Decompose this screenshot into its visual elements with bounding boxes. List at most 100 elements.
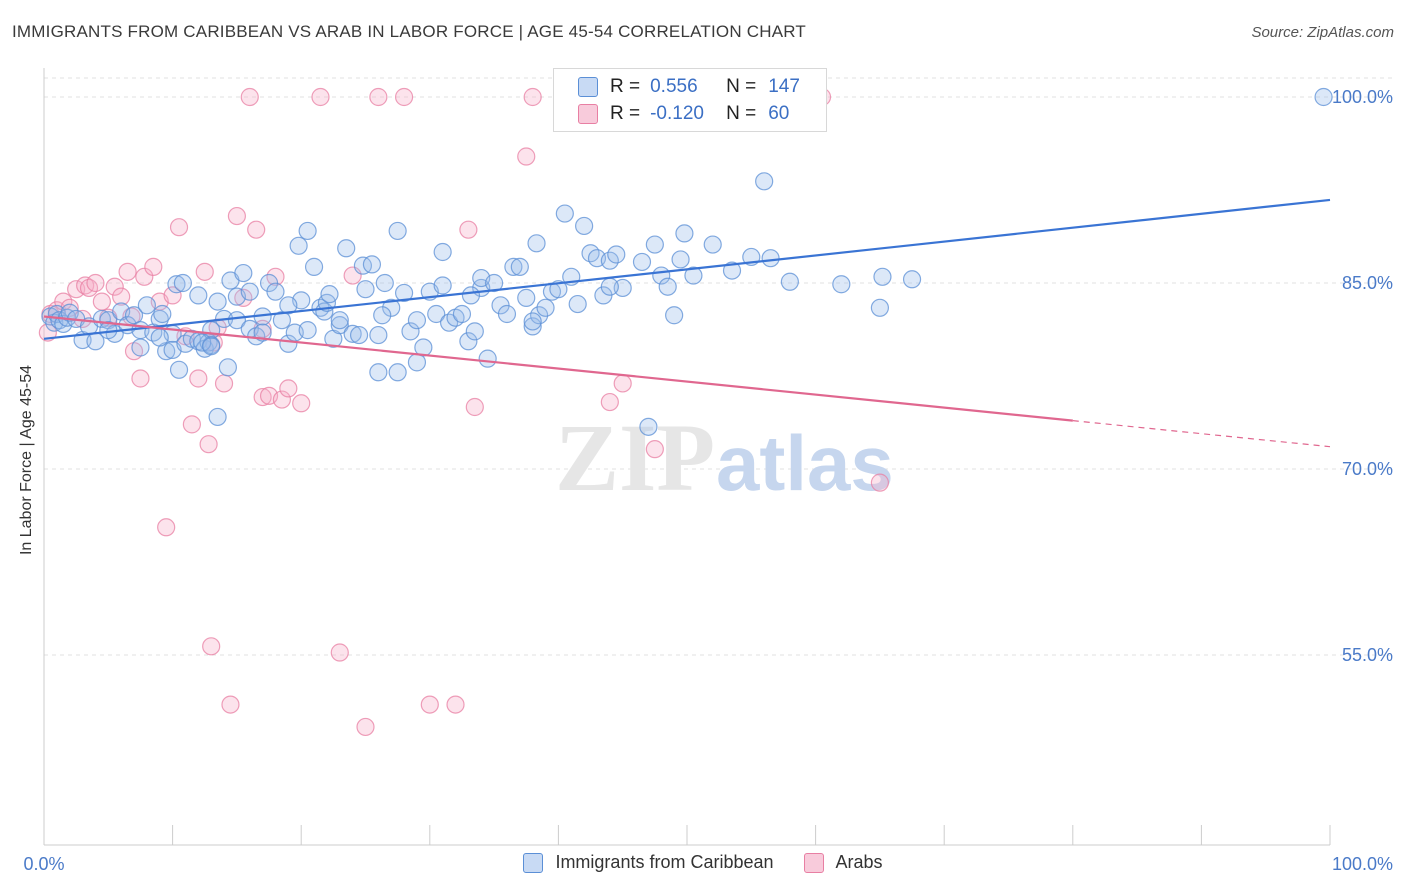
- point-caribbean: [173, 273, 192, 293]
- point-arabs: [253, 387, 272, 407]
- point-caribbean: [137, 296, 156, 315]
- point-caribbean: [722, 261, 742, 280]
- point-caribbean: [607, 245, 626, 264]
- point-caribbean: [675, 224, 694, 243]
- point-caribbean: [465, 322, 484, 341]
- point-caribbean: [279, 334, 298, 353]
- point-arabs: [465, 397, 484, 417]
- point-arabs: [86, 273, 105, 293]
- point-arabs: [645, 440, 664, 459]
- point-caribbean: [304, 257, 324, 276]
- point-caribbean: [1314, 87, 1333, 107]
- legend-row-arabs: R = -0.120 N = 60: [578, 102, 789, 126]
- point-caribbean: [645, 235, 664, 254]
- point-caribbean: [407, 311, 427, 330]
- point-arabs: [523, 87, 542, 107]
- point-arabs: [279, 379, 298, 398]
- point-caribbean: [639, 417, 658, 436]
- x-tick-label-min: 0.0%: [23, 854, 64, 874]
- watermark-atlas: atlas: [716, 419, 894, 507]
- point-caribbean: [433, 276, 452, 295]
- point-caribbean: [632, 252, 652, 272]
- point-caribbean: [870, 298, 890, 317]
- point-caribbean: [684, 266, 703, 285]
- point-caribbean: [369, 363, 388, 382]
- point-caribbean: [671, 250, 690, 269]
- point-caribbean: [208, 292, 227, 311]
- correlation-legend: R = 0.556 N = 147 R = -0.120 N = 60: [553, 68, 827, 132]
- point-arabs: [420, 695, 439, 714]
- point-caribbean: [555, 204, 574, 223]
- point-caribbean: [240, 282, 259, 301]
- legend-r-label: R =: [610, 103, 641, 124]
- point-caribbean: [343, 324, 362, 343]
- point-arabs: [517, 147, 536, 166]
- legend-r-value: 0.556: [650, 76, 698, 97]
- point-arabs: [131, 369, 150, 388]
- point-arabs: [92, 292, 111, 311]
- point-caribbean: [568, 294, 587, 314]
- point-caribbean: [234, 263, 253, 283]
- point-caribbean: [527, 234, 546, 253]
- point-caribbean: [504, 257, 523, 276]
- legend-item-arabs[interactable]: Arabs: [803, 852, 883, 873]
- point-caribbean: [337, 239, 356, 258]
- legend-item-caribbean[interactable]: Immigrants from Caribbean: [523, 852, 774, 873]
- point-caribbean: [433, 242, 452, 262]
- point-arabs: [214, 374, 234, 393]
- y-tick-labels: 55.0% 70.0% 85.0% 100.0%: [1332, 87, 1393, 665]
- point-arabs: [227, 206, 246, 226]
- point-arabs: [311, 87, 330, 107]
- point-caribbean: [330, 316, 349, 335]
- point-arabs: [369, 87, 388, 107]
- point-arabs: [105, 277, 124, 296]
- point-arabs: [272, 390, 292, 409]
- trend-lines: [43, 198, 1331, 448]
- grid-lines: [44, 77, 1395, 656]
- trend-line-arabs-extension: [1072, 420, 1331, 448]
- point-arabs: [356, 717, 375, 737]
- point-caribbean: [208, 407, 227, 427]
- point-caribbean: [478, 349, 497, 368]
- point-arabs: [182, 415, 201, 434]
- legend-n-label: N =: [726, 76, 757, 97]
- point-caribbean: [320, 285, 339, 304]
- point-caribbean: [189, 286, 208, 305]
- y-tick-label: 85.0%: [1342, 273, 1393, 293]
- point-arabs: [199, 435, 218, 454]
- point-arabs: [240, 87, 259, 107]
- point-caribbean: [167, 275, 186, 294]
- point-caribbean: [298, 221, 317, 241]
- point-caribbean: [600, 277, 619, 296]
- point-caribbean: [394, 283, 414, 303]
- point-caribbean: [369, 325, 388, 345]
- legend-swatch-arabs: [803, 852, 824, 873]
- point-arabs: [163, 286, 182, 305]
- point-caribbean: [388, 221, 407, 241]
- point-caribbean: [218, 358, 237, 377]
- point-arabs: [112, 287, 131, 306]
- point-arabs: [330, 643, 349, 662]
- point-arabs: [144, 257, 163, 276]
- point-arabs: [67, 280, 86, 299]
- point-caribbean: [193, 333, 212, 352]
- trend-line-caribbean: [43, 198, 1331, 340]
- point-arabs: [195, 262, 214, 281]
- point-caribbean: [131, 338, 150, 357]
- point-caribbean: [227, 311, 246, 330]
- point-arabs: [157, 518, 176, 537]
- trend-line-arabs: [43, 315, 1073, 422]
- point-caribbean: [613, 278, 632, 298]
- point-arabs: [292, 394, 311, 413]
- legend-swatch-arabs: [578, 104, 598, 124]
- point-arabs: [135, 267, 154, 286]
- point-caribbean: [658, 277, 677, 296]
- y-axis-label: In Labor Force | Age 45-54: [18, 364, 35, 556]
- point-arabs: [169, 218, 189, 237]
- point-caribbean: [169, 360, 189, 379]
- point-caribbean: [510, 257, 529, 276]
- point-arabs: [118, 262, 137, 281]
- point-caribbean: [665, 306, 684, 325]
- point-caribbean: [150, 328, 169, 347]
